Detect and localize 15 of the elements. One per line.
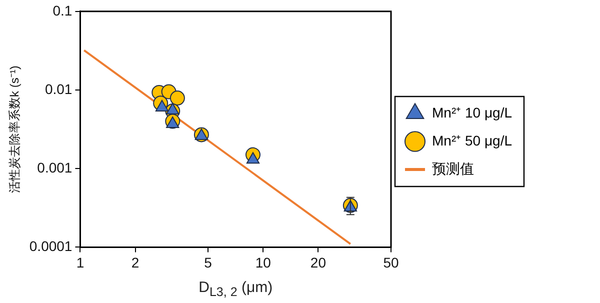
x-tick-label: 2	[131, 254, 140, 270]
y-tick-label: 0.001	[37, 159, 72, 176]
x-tick-label: 50	[383, 254, 399, 270]
y-tick-label: 0.01	[44, 80, 72, 97]
x-tick-label: 1	[76, 254, 84, 270]
legend-label: Mn²⁺ 10 μg/L	[432, 104, 512, 120]
y-axis-title: 活性炭去除率系数k (s⁻¹)	[8, 66, 22, 193]
legend-label: 预测值	[432, 160, 474, 176]
y-tick-label: 0.0001	[29, 238, 72, 254]
x-tick-label: 10	[255, 254, 272, 270]
legend-label: Mn²⁺ 50 μg/L	[432, 132, 512, 148]
y-tick-label: 0.1	[52, 2, 72, 18]
x-axis-title: D$_{L3, 2}$ (μm)	[198, 279, 274, 299]
x-tick-label: 5	[204, 254, 212, 270]
x-tick-label: 20	[310, 254, 326, 270]
